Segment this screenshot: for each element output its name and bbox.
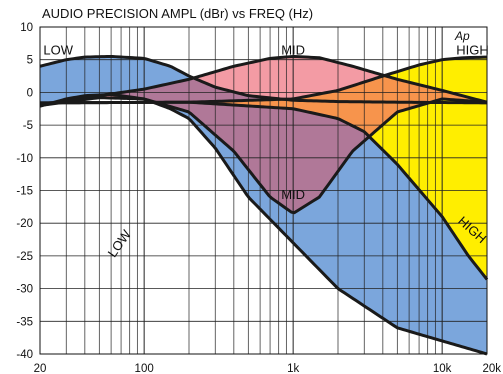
label-mid-lower: MID (281, 187, 305, 202)
y-tick-label: -15 (16, 186, 33, 198)
x-tick-label: 1k (287, 363, 299, 374)
curve-mid-lower (39, 96, 488, 215)
curve-mid-upper (39, 54, 488, 107)
y-tick-label: -30 (16, 284, 33, 296)
y-axis: 10 5 0 -5 -10 -15 -20 -25 -30 -35 -40 (16, 22, 33, 361)
y-tick-label: -5 (23, 120, 33, 132)
y-tick-label: -20 (16, 218, 33, 230)
curve-low-upper (39, 54, 488, 105)
y-tick-label: -10 (16, 153, 33, 165)
label-mid-upper: MID (281, 42, 305, 57)
curve-high-lower (39, 100, 489, 281)
curves (39, 54, 489, 356)
x-tick-label: 100 (135, 363, 154, 374)
ap-logo: Ap (454, 29, 470, 43)
x-tick-label: 20 (34, 363, 47, 374)
y-tick-label: 10 (20, 22, 33, 34)
label-low-upper: LOW (43, 42, 73, 57)
x-tick-label: 20k (482, 363, 501, 374)
y-tick-label: -35 (16, 316, 33, 328)
x-tick-label: 10k (433, 363, 452, 374)
plot-frame (39, 26, 488, 355)
label-high-upper: HIGH (456, 42, 489, 57)
y-tick-label: 5 (27, 55, 33, 67)
y-tick-label: -40 (16, 349, 33, 361)
y-tick-label: -25 (16, 251, 33, 263)
chart-title: AUDIO PRECISION AMPL (dBr) vs FREQ (Hz) (42, 6, 313, 21)
x-axis: 20 100 1k 10k 20k (34, 363, 502, 374)
y-tick-label: 0 (27, 87, 33, 99)
